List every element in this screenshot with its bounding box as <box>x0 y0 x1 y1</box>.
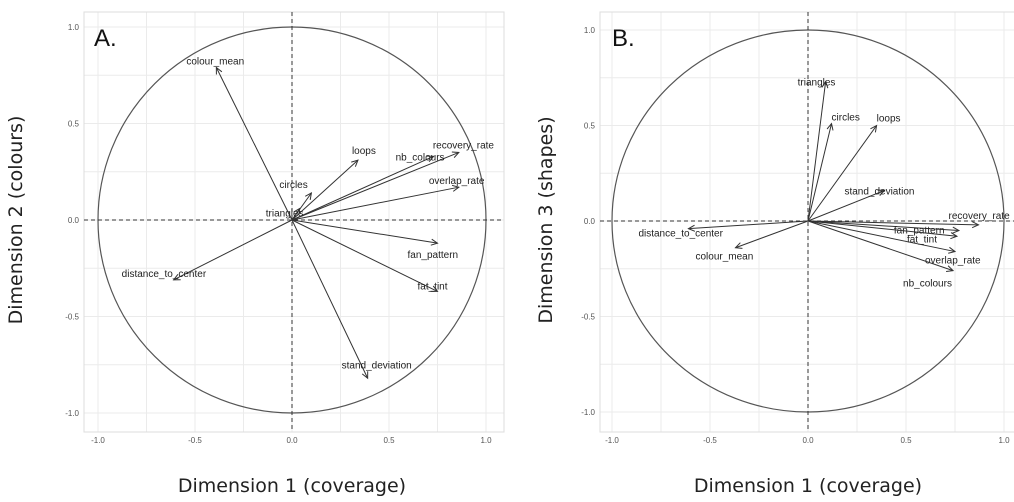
vector-label-distance_to_center: distance_to_center <box>122 269 207 280</box>
vector-circles <box>807 123 833 222</box>
vector-label-circles: circles <box>832 113 860 124</box>
arrowhead-colour_mean <box>734 242 743 249</box>
vector-loops <box>291 159 359 221</box>
arrowhead-fan_pattern <box>952 226 961 234</box>
panel-frame <box>83 11 505 433</box>
panel-a: -1.0 -0.5 0.0 0.5 1.0 1.0 0.5 0.0 -0.5 -1.0 colour… <box>5 11 505 497</box>
vector-overlap_rate <box>291 186 459 221</box>
y-tick-label: -1.0 <box>581 408 595 417</box>
panel-letter: B. <box>612 25 635 52</box>
arrowhead-nb_colours <box>946 265 955 272</box>
arrowhead-triangles <box>293 207 301 216</box>
panel-frame <box>599 11 1014 433</box>
y-tick-label: -0.5 <box>581 313 595 322</box>
vector-label-loops: loops <box>877 114 901 125</box>
y-tick-label: 0.5 <box>584 122 596 131</box>
vector-label-triangles: triangles <box>798 78 836 89</box>
y-axis-title: Dimension 3 (shapes) <box>535 116 557 323</box>
arrowhead-distance_to_center <box>687 224 696 232</box>
vector-fan_pattern <box>807 220 959 232</box>
arrowhead-recovery_rate <box>451 151 460 158</box>
vector-recovery_rate <box>291 151 460 221</box>
arrowhead-circles <box>826 122 834 131</box>
arrowhead-fat_tint <box>430 285 439 292</box>
arrowhead-circles <box>305 192 313 200</box>
arrowhead-overlap_rate <box>451 184 460 192</box>
x-tick-label: 1.0 <box>480 436 492 445</box>
x-tick-label: 0.0 <box>286 436 298 445</box>
vector-loops <box>807 125 878 222</box>
arrowhead-stand_deviation <box>877 189 886 196</box>
vector-recovery_rate <box>807 220 979 226</box>
arrowhead-nb_colours <box>426 155 435 162</box>
vector-triangles <box>291 208 301 221</box>
vector-label-nb_colours: nb_colours <box>396 152 445 163</box>
arrowhead-overlap_rate <box>948 246 957 254</box>
x-tick-label: 0.0 <box>802 436 814 445</box>
vector-label-recovery_rate: recovery_rate <box>949 211 1011 222</box>
vector-label-triangles: triangles <box>266 208 304 219</box>
vector-distance_to_center <box>688 220 809 230</box>
panel-b: -1.0 -0.5 0.0 0.5 1.0 1.0 0.5 0.0 -0.5 -1.0 triang… <box>535 11 1014 497</box>
arrowhead-recovery_rate <box>971 221 980 229</box>
vector-label-overlap_rate: overlap_rate <box>429 176 485 187</box>
vector-label-recovery_rate: recovery_rate <box>433 140 495 151</box>
vector-nb_colours <box>807 220 954 272</box>
arrowhead-colour_mean <box>215 66 223 75</box>
vector-label-colour_mean: colour_mean <box>186 57 244 68</box>
vector-fat_tint <box>807 220 958 237</box>
x-tick-label: 0.5 <box>900 436 912 445</box>
y-tick-label: 0.0 <box>584 217 596 226</box>
vector-fan_pattern <box>291 219 438 244</box>
y-tick-label: 1.0 <box>584 26 596 35</box>
vector-label-stand_deviation: stand_deviation <box>342 360 412 371</box>
vector-label-fat_tint: fat_tint <box>418 281 448 292</box>
vector-fat_tint <box>291 219 438 292</box>
vector-label-fan_pattern: fan_pattern <box>894 226 945 237</box>
vector-triangles <box>807 81 827 222</box>
x-axis-title: Dimension 1 (coverage) <box>694 475 922 497</box>
arrowhead-triangles <box>821 80 829 89</box>
x-tick-label: -1.0 <box>605 436 619 445</box>
arrowhead-distance_to_center <box>172 273 181 281</box>
y-tick-label: 0.5 <box>68 120 80 129</box>
arrowhead-fat_tint <box>950 232 959 240</box>
arrowhead-fan_pattern <box>430 238 439 246</box>
arrowhead-loops <box>870 124 878 133</box>
vector-label-fat_tint: fat_tint <box>907 234 937 245</box>
y-tick-label: -1.0 <box>65 409 79 418</box>
x-tick-label: -1.0 <box>91 436 105 445</box>
vector-label-distance_to_center: distance_to_center <box>638 229 723 240</box>
y-tick-label: -0.5 <box>65 313 79 322</box>
panel-letter: A. <box>94 25 117 52</box>
vector-label-stand_deviation: stand_deviation <box>844 186 914 197</box>
vector-label-overlap_rate: overlap_rate <box>925 256 981 267</box>
vector-distance_to_center <box>173 219 293 281</box>
vector-label-colour_mean: colour_mean <box>695 252 753 263</box>
x-tick-label: -0.5 <box>188 436 202 445</box>
x-tick-label: 0.5 <box>383 436 395 445</box>
vector-overlap_rate <box>807 220 956 253</box>
arrowhead-stand_deviation <box>361 371 369 380</box>
vector-label-loops: loops <box>352 146 376 157</box>
vector-label-circles: circles <box>279 180 307 191</box>
vector-label-fan_pattern: fan_pattern <box>408 250 459 261</box>
vector-colour_mean <box>215 67 293 221</box>
x-tick-label: -0.5 <box>703 436 717 445</box>
vector-colour_mean <box>735 220 809 249</box>
y-axis-title: Dimension 2 (colours) <box>5 116 27 325</box>
vector-stand_deviation <box>291 219 369 379</box>
y-tick-label: 0.0 <box>68 216 80 225</box>
x-tick-label: 1.0 <box>998 436 1010 445</box>
x-axis-title: Dimension 1 (coverage) <box>178 475 406 497</box>
vector-nb_colours <box>291 155 434 221</box>
vector-stand_deviation <box>807 189 885 222</box>
vector-label-nb_colours: nb_colours <box>903 279 952 290</box>
arrowhead-loops <box>351 159 359 167</box>
y-tick-label: 1.0 <box>68 23 80 32</box>
